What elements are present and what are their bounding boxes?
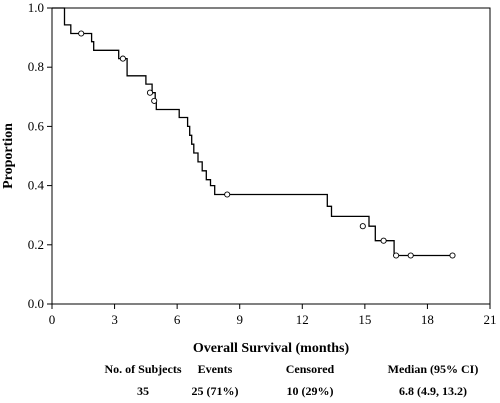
- censor-mark: [359, 223, 366, 230]
- summary-header-events: Events: [197, 362, 233, 376]
- y-tick-label: 0.4: [28, 178, 45, 193]
- y-tick-label: 1.0: [28, 0, 44, 15]
- x-tick-label: 12: [296, 312, 309, 327]
- y-tick-label: 0.2: [28, 237, 44, 252]
- x-axis-label: Overall Survival (months): [193, 341, 350, 356]
- censor-mark: [146, 89, 154, 96]
- censor-mark: [78, 30, 85, 37]
- y-axis-label: Proportion: [1, 123, 16, 189]
- x-tick-label: 3: [111, 312, 118, 327]
- summary-value-subjects: 35: [137, 384, 149, 398]
- censor-mark: [393, 252, 400, 259]
- y-tick-label: 0.8: [28, 59, 44, 74]
- y-tick-label: 0.0: [28, 296, 44, 311]
- summary-header-median: Median (95% CI): [387, 362, 479, 376]
- x-tick-label: 6: [174, 312, 181, 327]
- censor-mark: [119, 55, 126, 62]
- summary-value-events: 25 (71%): [191, 384, 239, 398]
- x-tick-label: 21: [484, 312, 497, 327]
- censor-mark: [449, 252, 456, 259]
- x-tick-label: 9: [236, 312, 243, 327]
- summary-value-censored: 10 (29%): [286, 384, 334, 398]
- km-step-curve: [52, 7, 453, 257]
- summary-header-censored: Censored: [285, 362, 335, 376]
- summary-header-subjects: No. of Subjects: [104, 362, 182, 376]
- y-axis: 0.0 0.2 0.4 0.6 0.8 1.0: [28, 0, 52, 311]
- x-tick-label: 15: [358, 312, 371, 327]
- y-tick-label: 0.6: [28, 118, 45, 133]
- plot-frame: [51, 7, 491, 305]
- censor-marks: [78, 30, 456, 259]
- censor-mark: [151, 97, 158, 104]
- censor-mark: [407, 252, 414, 259]
- censor-mark: [380, 237, 387, 244]
- censor-mark: [224, 191, 231, 198]
- x-tick-label: 18: [421, 312, 434, 327]
- x-axis: 0 3 6 9 12 15 18 21: [49, 304, 497, 327]
- x-tick-label: 0: [49, 312, 56, 327]
- summary-value-median: 6.8 (4.9, 13.2): [399, 384, 467, 398]
